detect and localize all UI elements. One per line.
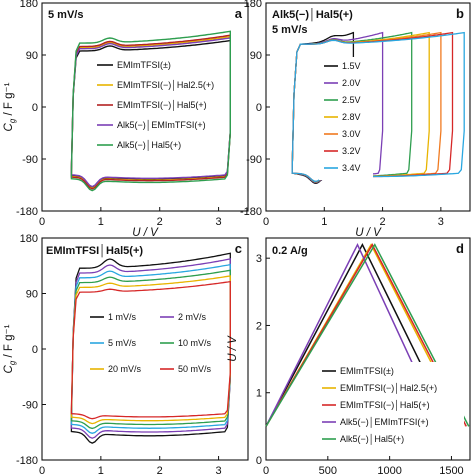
legend-box — [319, 57, 373, 180]
legend-box — [318, 362, 464, 451]
legend-entry: EMImTFSI(−)│Hal5(+) — [117, 99, 207, 111]
legend-entry: 3.4V — [342, 163, 361, 173]
y-tick-label: 0 — [256, 455, 262, 467]
legend-entry: Alk5(−)│Hal5(+) — [117, 139, 181, 151]
legend-entry: 10 mV/s — [178, 338, 212, 348]
y-tick-label: 90 — [250, 50, 262, 62]
x-tick-label: 1500 — [439, 465, 463, 474]
legend-entry: EMImTFSI(−)│Hal2.5(+) — [117, 79, 214, 91]
y-tick-label: 1 — [256, 388, 262, 400]
y-tick-label: 90 — [26, 50, 38, 62]
legend-entry: 3.0V — [342, 129, 361, 139]
legend-entry: 1 mV/s — [108, 312, 137, 322]
panel-subtitle: 5 mV/s — [272, 24, 307, 36]
y-tick-label: -90 — [22, 154, 38, 166]
panel-letter: a — [235, 6, 243, 21]
legend-entry: EMImTFSI(−)│Hal2.5(+) — [340, 382, 437, 394]
y-axis-label: Cg / F g⁻¹ — [3, 82, 17, 131]
y-tick-label: 3 — [256, 253, 262, 265]
panel-d: 0123050010001500t / sU / Vd0.2 A/gEMImTF… — [227, 237, 471, 474]
series-line-4 — [70, 30, 231, 192]
x-tick-label: 0 — [39, 465, 45, 474]
legend-entry: 5 mV/s — [108, 338, 137, 348]
panel-letter: b — [456, 6, 464, 21]
y-tick-label: 180 — [20, 0, 38, 10]
legend-entry: 1.5V — [342, 61, 361, 71]
legend-entry: Alk5(−)│EMImTFSI(+) — [117, 119, 206, 131]
x-tick-label: 1000 — [377, 465, 401, 474]
panel-title-group: EMImTFSI│Hal5(+) — [46, 243, 143, 258]
legend-entry: 2.8V — [342, 112, 361, 122]
y-tick-label: 0 — [256, 102, 262, 114]
y-tick-label: 180 — [20, 233, 38, 245]
panel-letter: d — [456, 241, 464, 256]
x-tick-label: 2 — [157, 216, 163, 228]
x-tick-label: 0 — [263, 465, 269, 474]
x-tick-label: 1 — [321, 216, 327, 228]
legend-entry: EMImTFSI(±) — [340, 366, 394, 376]
legend-entry: EMImTFSI(±) — [117, 60, 171, 70]
legend-entry: Alk5(−)│EMImTFSI(+) — [340, 416, 429, 428]
x-tick-label: 0 — [39, 216, 45, 228]
x-tick-label: 3 — [216, 216, 222, 228]
legend-entry: 3.2V — [342, 146, 361, 156]
legend-entry: 2.5V — [342, 95, 361, 105]
y-tick-label: -180 — [240, 206, 262, 218]
legend-entry: EMImTFSI(−)│Hal5(+) — [340, 399, 430, 411]
x-tick-label: 500 — [319, 465, 337, 474]
y-tick-label: 90 — [26, 289, 38, 301]
y-tick-label: 180 — [244, 0, 262, 10]
legend-entry: 2.0V — [342, 78, 361, 88]
y-tick-label: 0 — [32, 102, 38, 114]
y-axis-label: Cg / F g⁻¹ — [3, 324, 17, 373]
panel-title: 0.2 A/g — [272, 245, 308, 257]
x-axis-label: U / V — [355, 227, 382, 239]
y-tick-label: -180 — [16, 455, 38, 467]
legend-entry: Alk5(−)│Hal5(+) — [340, 433, 404, 445]
panel-title: Alk5(−)│Hal5(+) — [272, 7, 353, 22]
y-axis-label: U / V — [227, 335, 239, 362]
legend-box — [86, 308, 220, 388]
y-tick-label: -90 — [246, 154, 262, 166]
panel-title: EMImTFSI│Hal5(+) — [46, 243, 143, 258]
legend-entry: 2 mV/s — [178, 312, 207, 322]
x-tick-label: 1 — [98, 216, 104, 228]
x-tick-label: 2 — [157, 465, 163, 474]
y-tick-label: 0 — [32, 344, 38, 356]
x-axis-label: U / V — [132, 227, 159, 239]
legend-entry: 50 mV/s — [178, 364, 212, 374]
x-tick-label: 3 — [438, 216, 444, 228]
series-line-5 — [70, 280, 231, 420]
x-tick-label: 2 — [380, 216, 386, 228]
y-tick-label: -180 — [16, 206, 38, 218]
legend-entry: 20 mV/s — [108, 364, 142, 374]
panel-title: 5 mV/s — [48, 9, 83, 21]
y-tick-label: 2 — [256, 320, 262, 332]
x-tick-label: 3 — [216, 465, 222, 474]
x-tick-label: 0 — [263, 216, 269, 228]
y-tick-label: -90 — [22, 400, 38, 412]
plot-frame — [265, 237, 471, 461]
panel-letter: c — [235, 241, 242, 256]
x-tick-label: 1 — [98, 465, 104, 474]
legend-box — [91, 54, 216, 160]
